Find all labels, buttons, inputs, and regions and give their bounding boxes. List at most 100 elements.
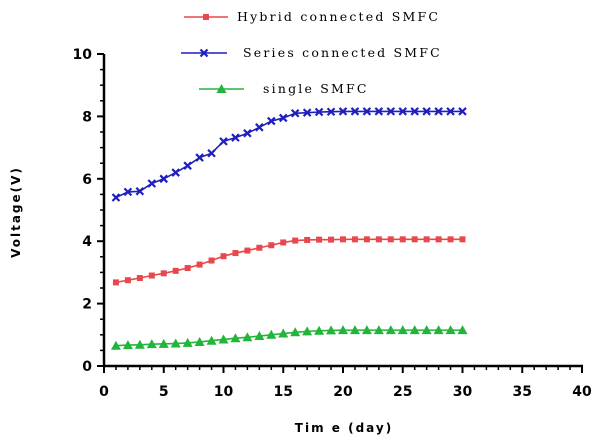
x-axis-title: Tim e (day) [295, 421, 393, 435]
data-point [110, 340, 121, 350]
data-point [267, 116, 276, 126]
x-tick-label: 10 [214, 384, 234, 400]
data-point [242, 332, 253, 342]
data-point [434, 107, 443, 116]
data-point [314, 107, 324, 117]
data-point [159, 174, 169, 184]
data-point [171, 168, 180, 177]
data-point [361, 325, 372, 335]
data-point [423, 236, 430, 243]
data-point [218, 334, 229, 344]
legend-entry: Hybrid connected SMFC [184, 9, 440, 24]
data-point [290, 109, 300, 118]
data-point [410, 107, 419, 116]
series-layer [110, 107, 468, 350]
x-tick-label: 40 [572, 384, 592, 400]
data-point [326, 325, 337, 335]
data-point [158, 338, 169, 348]
series-0 [112, 236, 466, 286]
x-tick-label: 0 [99, 384, 109, 400]
data-point [446, 107, 455, 116]
data-point [278, 113, 288, 123]
data-point [399, 236, 406, 243]
data-point [351, 236, 358, 243]
data-point [280, 239, 287, 246]
legend-swatch-marker [199, 48, 209, 58]
data-point [147, 179, 157, 188]
data-point [170, 338, 181, 348]
data-point [194, 336, 205, 346]
data-point [314, 325, 325, 335]
data-point [340, 236, 346, 243]
data-point [338, 325, 348, 335]
data-point [195, 153, 204, 162]
data-point [255, 123, 264, 132]
legend-label: Hybrid connected SMFC [237, 9, 440, 24]
series-line [115, 110, 463, 199]
data-point [182, 337, 193, 347]
data-point [231, 133, 240, 142]
y-tick-label: 2 [82, 297, 92, 313]
data-point [375, 236, 382, 243]
data-point [302, 326, 313, 336]
data-point [385, 325, 396, 335]
legend-swatch-marker [216, 84, 227, 93]
data-point [435, 236, 442, 243]
data-point [148, 272, 155, 279]
x-tick-label: 20 [333, 384, 353, 400]
data-point [232, 250, 239, 257]
data-point [350, 107, 360, 116]
data-point [458, 107, 467, 116]
data-point [397, 325, 408, 335]
data-point [459, 236, 466, 243]
data-point [362, 107, 372, 116]
data-point [433, 325, 444, 335]
data-point [172, 267, 179, 274]
data-point [421, 325, 432, 335]
legend-swatch-marker [203, 14, 209, 20]
legend-label: Series connected SMFC [243, 45, 442, 60]
x-tick-label: 30 [453, 384, 473, 400]
data-point [244, 247, 251, 254]
data-point [183, 161, 192, 170]
data-point [304, 236, 311, 243]
data-point [268, 242, 275, 249]
data-point [134, 339, 145, 349]
data-point [457, 325, 468, 335]
y-axis-title: Voltage(V) [9, 166, 23, 258]
x-tick-label: 35 [513, 384, 532, 400]
data-point [398, 107, 408, 116]
data-point [445, 325, 456, 335]
data-point [266, 329, 277, 339]
data-point [122, 340, 133, 350]
data-point [230, 333, 241, 343]
data-point [278, 328, 289, 338]
series-1 [111, 107, 467, 202]
data-point [256, 244, 263, 251]
data-point [316, 236, 323, 243]
data-point [292, 237, 299, 244]
data-point [386, 107, 396, 116]
data-point [422, 107, 431, 116]
y-tick-label: 6 [82, 172, 92, 188]
axes-layer: 0 5 10 15 20 25 30 35 40 0 2 4 6 8 10 [73, 47, 592, 400]
y-tick-label: 0 [82, 359, 92, 375]
x-tick-label: 25 [393, 384, 412, 400]
x-tick-label: 5 [159, 384, 169, 400]
data-point [124, 277, 131, 284]
data-point [146, 339, 157, 349]
legend: Hybrid connected SMFC Series connected SM… [181, 9, 442, 96]
data-point [363, 236, 370, 243]
legend-entry: single SMFC [199, 81, 366, 96]
data-point [136, 275, 143, 282]
data-point [112, 279, 119, 286]
data-point [290, 327, 301, 337]
data-point [160, 270, 167, 277]
data-point [302, 108, 312, 117]
series-line [115, 238, 463, 284]
data-point [219, 137, 228, 146]
data-point [447, 236, 454, 243]
x-tick-label: 15 [274, 384, 293, 400]
data-point [208, 257, 215, 264]
